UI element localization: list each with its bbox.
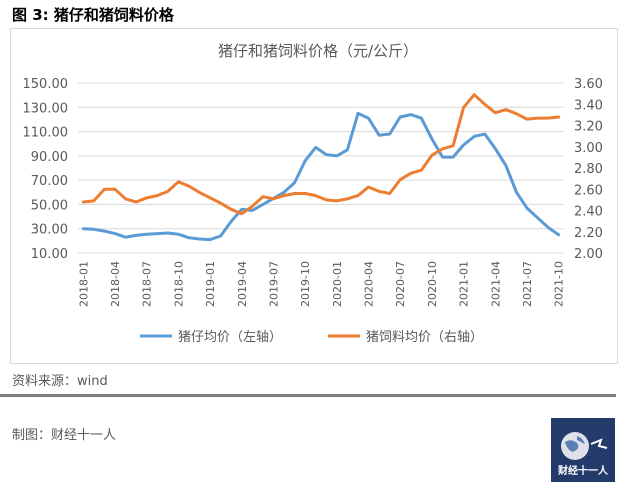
right-tick-label: 3.00 [574, 141, 603, 156]
x-tick-label: 2021-10 [553, 261, 566, 307]
left-tick-label: 90.00 [31, 150, 68, 165]
x-tick-label: 2019-10 [299, 261, 312, 307]
x-tick-label: 2018-07 [141, 261, 154, 307]
left-tick-label: 130.00 [23, 101, 69, 116]
x-tick-label: 2019-07 [267, 261, 280, 307]
x-tick-label: 2020-10 [426, 261, 439, 307]
x-tick-label: 2021-04 [489, 261, 502, 307]
series-line-1 [81, 111, 561, 242]
series-line-2 [81, 93, 561, 216]
left-tick-label: 50.00 [31, 198, 68, 213]
x-tick-label: 2019-01 [204, 261, 217, 307]
figure-title: 图 3: 猪仔和猪饲料价格 [12, 6, 174, 24]
brand-logo: 财经十一人 [551, 418, 615, 482]
x-tick-label: 2020-07 [394, 261, 407, 307]
x-tick-label: 2018-10 [172, 261, 185, 307]
left-tick-label: 10.00 [31, 247, 68, 262]
x-tick-label: 2021-07 [521, 261, 534, 307]
x-tick-label: 2021-01 [458, 261, 471, 307]
legend-label-1: 猪仔均价（左轴） [178, 330, 282, 345]
legend-label-2: 猪饲料均价（右轴） [366, 330, 483, 345]
source-note: 资料来源：wind [12, 374, 108, 389]
right-tick-label: 2.40 [574, 205, 603, 220]
x-tick-label: 2019-04 [236, 261, 249, 307]
right-tick-label: 3.20 [574, 120, 603, 135]
chart-title: 猪仔和猪饲料价格（元/公斤） [218, 42, 418, 60]
right-tick-label: 3.40 [574, 98, 603, 113]
left-tick-label: 30.00 [31, 223, 68, 238]
x-tick-label: 2018-04 [109, 261, 122, 307]
left-tick-label: 70.00 [31, 174, 68, 189]
left-tick-label: 150.00 [23, 77, 69, 92]
right-tick-label: 2.00 [574, 247, 603, 262]
credit-note: 制图：财经十一人 [12, 428, 117, 443]
right-tick-label: 2.80 [574, 162, 603, 177]
right-tick-label: 2.20 [574, 226, 603, 241]
x-tick-label: 2020-01 [331, 261, 344, 307]
x-tick-label: 2020-04 [363, 261, 376, 307]
right-tick-label: 2.60 [574, 183, 603, 198]
logo-label: 财经十一人 [558, 466, 608, 477]
right-tick-label: 3.60 [574, 77, 603, 92]
x-tick-label: 2018-01 [77, 261, 90, 307]
divider [0, 394, 616, 397]
globe-icon [561, 432, 608, 460]
left-tick-label: 110.00 [23, 126, 69, 141]
